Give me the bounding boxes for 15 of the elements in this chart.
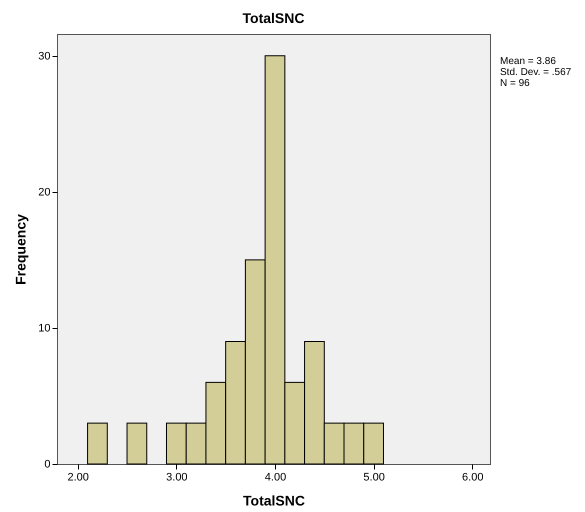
y-tick-label: 0	[44, 458, 50, 470]
x-tick-label: 3.00	[166, 472, 188, 484]
y-tick-label: 20	[38, 186, 50, 198]
x-axis-title: TotalSNC	[243, 492, 305, 508]
x-tick-label: 6.00	[462, 472, 484, 484]
y-axis-title: Frequency	[12, 214, 28, 285]
x-tick-label: 2.00	[68, 472, 89, 484]
text: N = 96	[500, 78, 531, 89]
y-tick-label: 10	[38, 322, 50, 334]
text: Std. Dev. = .567	[500, 67, 572, 78]
chart-title: TotalSNC	[242, 10, 304, 26]
text: Mean = 3.86	[500, 56, 557, 67]
x-tick-label: 4.00	[264, 472, 286, 484]
y-tick-label: 30	[38, 50, 50, 62]
x-tick-label: 5.00	[363, 472, 385, 484]
